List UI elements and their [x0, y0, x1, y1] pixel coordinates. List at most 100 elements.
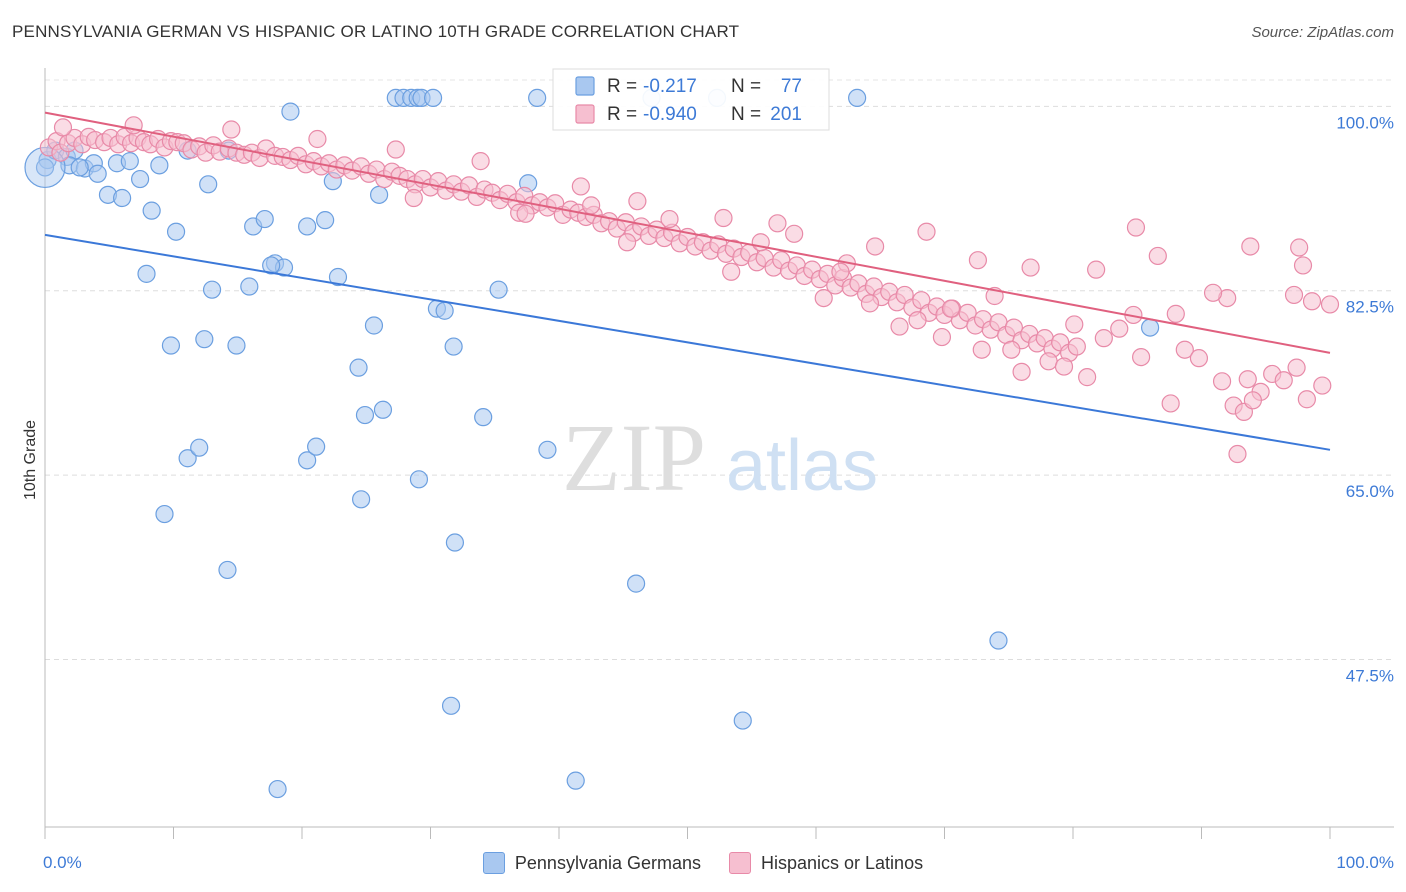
data-point	[618, 233, 637, 252]
data-point	[307, 437, 326, 456]
data-point	[722, 262, 741, 281]
data-point	[733, 711, 752, 730]
data-point	[1293, 256, 1313, 275]
data-point	[1021, 258, 1040, 277]
stats-swatch	[575, 76, 595, 96]
stats-r-value: -0.217	[643, 76, 697, 97]
data-point	[155, 504, 174, 524]
data-point	[1287, 358, 1306, 377]
data-point	[660, 209, 679, 229]
data-point	[1110, 319, 1129, 338]
data-point	[308, 129, 327, 149]
data-point	[714, 208, 733, 228]
stats-n-label: N =	[731, 76, 761, 97]
data-point	[1140, 318, 1160, 337]
data-point	[178, 449, 197, 468]
data-point	[538, 440, 557, 459]
data-point	[316, 211, 335, 230]
data-point	[1302, 292, 1322, 311]
data-point	[626, 574, 646, 593]
stats-swatch	[575, 104, 595, 124]
data-point	[1161, 394, 1180, 413]
data-point	[1039, 352, 1058, 371]
data-point	[1148, 246, 1167, 266]
trend-lines	[44, 111, 1331, 451]
data-point	[1054, 357, 1074, 376]
legend-item-hispanics-or-latinos[interactable]: Hispanics or Latinos	[729, 852, 923, 874]
data-point	[1203, 283, 1223, 302]
data-point	[1320, 295, 1340, 314]
data-point	[1078, 368, 1097, 387]
data-point	[445, 533, 465, 552]
data-point	[968, 251, 988, 270]
data-point	[1065, 315, 1084, 334]
data-point	[831, 262, 850, 281]
legend-label: Hispanics or Latinos	[761, 852, 924, 873]
data-point	[471, 152, 490, 171]
gridlines	[45, 79, 1394, 660]
data-point	[989, 631, 1008, 650]
data-point	[1002, 340, 1021, 359]
data-point	[355, 405, 375, 425]
data-point	[866, 237, 885, 256]
data-point	[474, 408, 493, 427]
data-point	[112, 188, 132, 208]
stats-n-label: N =	[731, 104, 761, 125]
data-point	[195, 330, 214, 349]
data-point	[202, 280, 222, 299]
watermark: ZIP atlas	[562, 404, 878, 511]
data-point	[53, 118, 73, 137]
data-point	[70, 158, 89, 177]
data-point	[199, 175, 218, 194]
data-point	[386, 140, 405, 159]
data-point	[1313, 376, 1332, 395]
y-tick-label: 82.5%	[1346, 298, 1394, 317]
data-point	[917, 222, 936, 241]
stats-box: R = -0.217 N = 77 R = -0.940 N = 201	[552, 68, 830, 131]
data-point	[240, 277, 259, 296]
data-point	[142, 201, 161, 220]
data-point	[908, 311, 927, 330]
x-tick-label: 100.0%	[1336, 853, 1394, 872]
stats-n-value: 77	[781, 76, 802, 97]
data-point	[190, 438, 209, 457]
legend: Pennsylvania Germans Hispanics or Latino…	[0, 852, 1406, 874]
data-point	[941, 299, 961, 318]
data-point	[972, 340, 991, 359]
data-point	[268, 779, 287, 799]
data-point	[516, 204, 535, 223]
chart-source: Source: ZipAtlas.com	[1251, 24, 1394, 41]
data-point	[409, 470, 429, 489]
y-tick-label: 100.0%	[1336, 113, 1394, 132]
data-point	[218, 560, 237, 580]
trend-line	[44, 111, 1331, 354]
data-point	[328, 267, 348, 287]
y-tick-label: 65.0%	[1346, 482, 1394, 501]
data-point	[364, 316, 384, 335]
data-point	[88, 164, 107, 183]
legend-label: Pennsylvania Germans	[514, 852, 701, 873]
data-point	[423, 88, 443, 108]
stats-box-frame	[552, 68, 830, 131]
data-point	[1087, 260, 1106, 279]
data-point	[1238, 370, 1257, 389]
data-point	[150, 156, 169, 175]
watermark-zip: ZIP	[562, 404, 706, 511]
trend-line	[44, 233, 1331, 451]
watermark-atlas: atlas	[726, 426, 878, 506]
data-point	[860, 294, 880, 313]
data-point	[1241, 237, 1260, 256]
data-point	[489, 280, 508, 299]
data-point	[35, 158, 55, 177]
legend-item-pennsylvania-germans[interactable]: Pennsylvania Germans	[482, 852, 701, 874]
data-point	[814, 288, 833, 308]
data-point	[768, 214, 787, 233]
data-point	[227, 336, 246, 355]
chart-title: PENNSYLVANIA GERMAN VS HISPANIC OR LATIN…	[12, 22, 740, 41]
data-point	[255, 209, 274, 229]
data-point	[1132, 347, 1151, 367]
data-point	[1228, 444, 1247, 464]
stats-n-value: 201	[770, 104, 802, 125]
data-point	[628, 192, 647, 211]
legend-swatch-pink	[729, 852, 751, 874]
